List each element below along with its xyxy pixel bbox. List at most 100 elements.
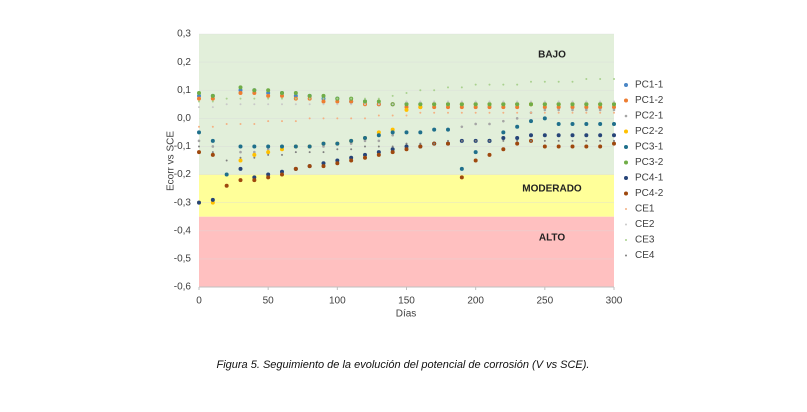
point <box>404 105 409 110</box>
point <box>612 108 616 112</box>
point <box>599 139 602 142</box>
point <box>585 139 588 142</box>
x-tick-label: 150 <box>398 296 415 307</box>
point <box>556 144 561 149</box>
point <box>542 133 547 138</box>
point <box>294 120 297 123</box>
legend-label: PC2-1 <box>635 111 664 122</box>
point <box>459 166 464 171</box>
point <box>613 111 615 114</box>
point <box>239 103 242 106</box>
point <box>308 117 311 120</box>
point <box>543 100 546 103</box>
point <box>542 102 547 107</box>
point <box>612 133 616 138</box>
legend-label: PC4-2 <box>635 188 664 199</box>
point <box>224 183 229 188</box>
legend-label: PC3-2 <box>635 157 664 168</box>
point <box>515 117 519 120</box>
point <box>210 197 215 202</box>
point <box>293 93 298 98</box>
point <box>502 119 505 123</box>
point <box>474 122 477 126</box>
point <box>280 91 284 96</box>
point <box>294 97 297 100</box>
x-tick-label: 250 <box>536 296 553 307</box>
point <box>349 99 354 104</box>
point <box>364 103 366 106</box>
point <box>308 97 311 100</box>
point <box>391 133 394 137</box>
point <box>377 97 380 100</box>
legend-label: CE3 <box>635 235 655 246</box>
point <box>557 100 560 103</box>
zone <box>199 216 614 287</box>
point <box>473 150 478 155</box>
point <box>419 111 422 114</box>
point <box>238 178 243 183</box>
point <box>210 200 215 205</box>
point <box>364 117 366 120</box>
point <box>487 102 492 107</box>
y-tick-label: 0,1 <box>177 85 191 96</box>
point <box>253 103 256 106</box>
point <box>502 111 505 114</box>
point <box>556 121 561 126</box>
point <box>307 164 312 169</box>
x-tick-label: 300 <box>606 296 623 307</box>
point <box>542 105 547 110</box>
point <box>266 144 271 149</box>
point <box>238 91 243 96</box>
point <box>391 145 394 148</box>
point <box>557 111 560 114</box>
point <box>363 139 367 143</box>
point <box>529 102 533 107</box>
point <box>335 161 340 166</box>
point <box>321 141 326 146</box>
point <box>488 100 491 103</box>
point <box>390 130 395 135</box>
point <box>501 147 506 152</box>
point <box>556 133 561 138</box>
point <box>556 102 561 107</box>
point <box>197 139 201 143</box>
point <box>460 100 463 103</box>
point <box>543 111 546 114</box>
point <box>585 111 588 114</box>
point <box>363 99 367 104</box>
legend-label: CE4 <box>635 250 655 261</box>
point <box>363 155 367 160</box>
x-tick-label: 0 <box>196 296 202 307</box>
point <box>322 117 325 120</box>
point <box>281 120 283 123</box>
point <box>293 91 298 96</box>
point <box>404 144 409 149</box>
legend-label: CE1 <box>635 204 655 215</box>
zone-label: ALTO <box>539 232 566 243</box>
point <box>516 139 519 142</box>
point <box>252 178 257 183</box>
point <box>585 77 588 80</box>
point <box>376 99 381 104</box>
point <box>405 142 408 145</box>
point <box>460 139 463 142</box>
x-axis-label: Días <box>396 309 417 320</box>
point <box>459 175 464 180</box>
point <box>446 127 450 132</box>
point <box>419 142 422 145</box>
point <box>570 144 575 149</box>
point <box>239 122 242 125</box>
point <box>376 150 381 155</box>
point <box>349 158 354 163</box>
point <box>571 100 574 103</box>
point <box>224 172 229 177</box>
point <box>502 139 505 142</box>
point <box>197 150 201 155</box>
point <box>377 139 381 143</box>
point <box>418 144 423 149</box>
point <box>515 141 520 146</box>
point <box>404 102 409 107</box>
point <box>267 97 270 100</box>
point <box>460 125 464 129</box>
